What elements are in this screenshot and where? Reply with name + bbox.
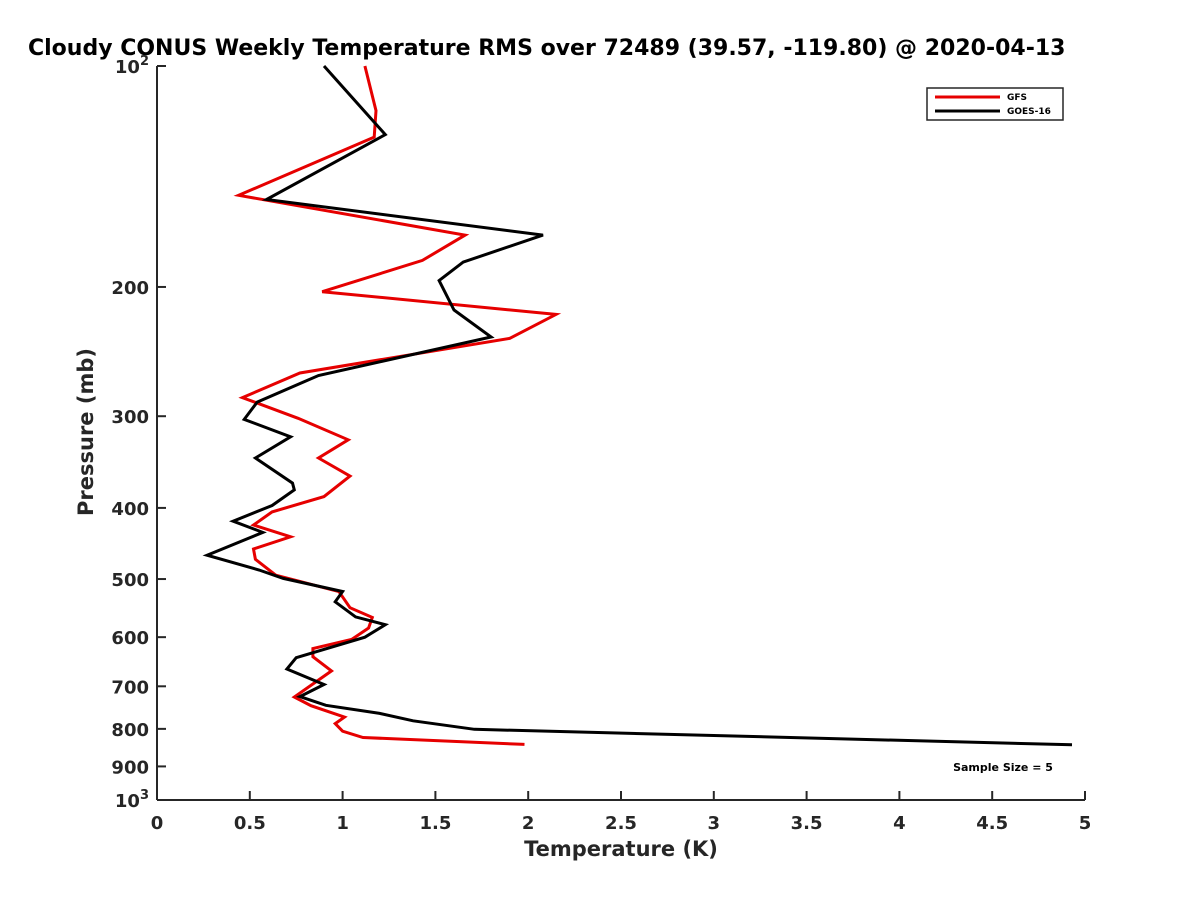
x-tick-label: 4 xyxy=(893,813,906,834)
legend-label-gfs: GFS xyxy=(1007,93,1027,103)
x-tick-label: 4.5 xyxy=(976,813,1008,834)
series-line-gfs xyxy=(233,65,562,746)
y-tick-label: 103 xyxy=(115,788,149,812)
y-tick-label: 700 xyxy=(111,677,149,698)
y-tick-label: 400 xyxy=(111,499,149,520)
legend-label-goes-16: GOES-16 xyxy=(1007,107,1051,117)
y-tick-label: 300 xyxy=(111,407,149,428)
legend: GFS GOES-16 xyxy=(926,87,1064,121)
x-tick-label: 2 xyxy=(522,813,535,834)
x-tick-label: 3 xyxy=(708,813,721,834)
y-axis-label: Pressure (mb) xyxy=(74,348,98,516)
y-tick-label: 600 xyxy=(111,628,149,649)
y-tick-label: 102 xyxy=(115,54,149,78)
x-tick-label: 1.5 xyxy=(419,813,451,834)
x-axis-label: Temperature (K) xyxy=(524,837,718,861)
y-tick-label: 200 xyxy=(111,278,149,299)
legend-box xyxy=(926,87,1064,121)
x-tick-label: 0.5 xyxy=(234,813,266,834)
y-tick-label: 500 xyxy=(111,570,149,591)
sample-size-annotation: Sample Size = 5 xyxy=(953,761,1053,774)
x-tick-label: 5 xyxy=(1079,813,1092,834)
series-line-goes-16 xyxy=(202,65,1073,747)
x-tick-label: 2.5 xyxy=(605,813,637,834)
axes: 0 0.5 1 1.5 2 2.5 3 3.5 4 4.5 5 102 200 300 400 500 600 7… xyxy=(111,54,1091,834)
x-tick-label: 1 xyxy=(336,813,349,834)
chart-title: Cloudy CONUS Weekly Temperature RMS over… xyxy=(28,36,1065,61)
x-tick-label: 0 xyxy=(151,813,164,834)
y-tick-label: 900 xyxy=(111,757,149,778)
x-tick-label: 3.5 xyxy=(791,813,823,834)
y-tick-label: 800 xyxy=(111,720,149,741)
series-lines xyxy=(202,65,1073,747)
